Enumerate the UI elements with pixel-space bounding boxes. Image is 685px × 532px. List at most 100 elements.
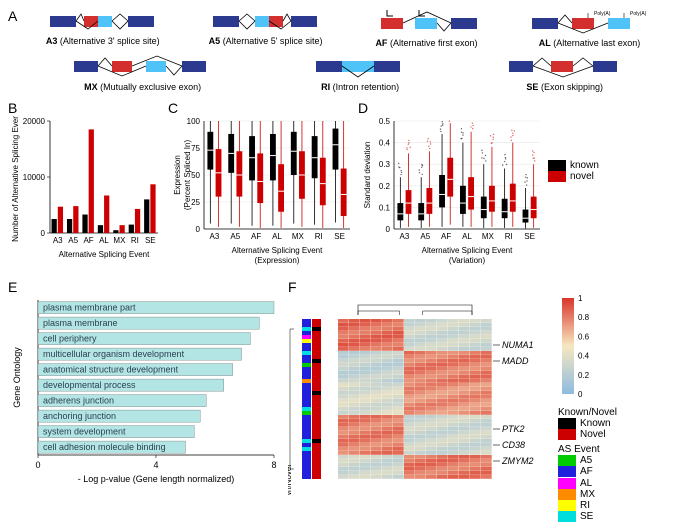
svg-text:ZMYM2: ZMYM2 <box>501 456 534 466</box>
svg-text:SE: SE <box>145 236 156 245</box>
svg-text:Alternative Splicing Event: Alternative Splicing Event <box>422 246 513 255</box>
schematic-mx: MX (Mutually exclusive exon) <box>72 52 214 92</box>
se-desc: (Exon skipping) <box>541 82 603 92</box>
chart-d: 00.10.20.30.40.5A3A5AFALMXRISEAlternativ… <box>358 116 546 271</box>
schematic-a3: A3 (Alternative 3' splice site) <box>46 8 160 48</box>
schematic-se: SE (Exon skipping) <box>507 52 623 92</box>
svg-text:50: 50 <box>191 171 200 180</box>
a3-code: A3 <box>46 36 58 46</box>
panel-c-label: C <box>168 100 358 116</box>
svg-text:Alternative Splicing Event: Alternative Splicing Event <box>59 250 150 259</box>
ri-code: RI <box>321 82 330 92</box>
svg-text:SE: SE <box>334 232 345 241</box>
af-code: AF <box>375 38 387 48</box>
svg-text:20000: 20000 <box>23 117 46 126</box>
svg-text:multicellular organism develop: multicellular organism development <box>43 349 185 359</box>
legend-known-novel: known novel <box>548 100 638 182</box>
legend-item-ri: RI <box>558 500 668 511</box>
legend-item-af: AF <box>558 466 668 477</box>
mx-desc: (Mutually exclusive exon) <box>100 82 201 92</box>
svg-text:anatomical structure developme: anatomical structure development <box>43 364 179 374</box>
svg-text:AF: AF <box>251 232 261 241</box>
colorbar: 0 0.2 0.4 0.6 0.8 1 <box>558 293 608 403</box>
svg-text:0: 0 <box>386 225 391 234</box>
svg-text:0: 0 <box>35 460 40 470</box>
legend-item-al: AL <box>558 478 668 489</box>
svg-text:A3: A3 <box>210 232 220 241</box>
svg-text:0.6: 0.6 <box>578 332 590 341</box>
svg-text:PTK2: PTK2 <box>502 424 525 434</box>
svg-text:Known/Novel: Known/Novel <box>288 465 293 495</box>
panel-f-legends: 00.20.40.60.81 Known/Novel KnownNovel AS… <box>558 279 668 522</box>
svg-text:MX: MX <box>292 232 305 241</box>
svg-text:Number of Alternative Splicing: Number of Alternative Splicing Event <box>11 116 20 242</box>
legend-item-a5: A5 <box>558 455 668 466</box>
svg-text:AL: AL <box>462 232 472 241</box>
panel-e-label: E <box>8 279 288 295</box>
svg-text:SE: SE <box>524 232 535 241</box>
svg-text:0: 0 <box>196 225 201 234</box>
svg-text:plasma membrane part: plasma membrane part <box>43 302 136 312</box>
svg-text:anchoring junction: anchoring junction <box>43 411 116 421</box>
svg-text:0.5: 0.5 <box>379 117 391 126</box>
svg-text:0: 0 <box>578 390 583 399</box>
svg-text:(Percent Spliced In): (Percent Spliced In) <box>183 140 192 211</box>
svg-text:Gene Ontology: Gene Ontology <box>12 347 22 408</box>
svg-text:NUMA1: NUMA1 <box>502 340 534 350</box>
svg-text:0.2: 0.2 <box>578 371 590 380</box>
svg-text:A5: A5 <box>68 236 78 245</box>
schematic-al: Poly(A) Poly(A) AL (Alternative last exo… <box>530 8 648 48</box>
a5-desc: (Alternative 5' splice site) <box>223 36 323 46</box>
legend-item-known: Known <box>558 418 668 429</box>
af-desc: (Alternative first exon) <box>390 38 478 48</box>
svg-text:cell adhesion molecule binding: cell adhesion molecule binding <box>43 442 166 452</box>
svg-text:Poly(A): Poly(A) <box>594 11 611 17</box>
ri-desc: (Intron retention) <box>333 82 400 92</box>
legend-item-mx: MX <box>558 489 668 500</box>
legend-item-novel: Novel <box>558 429 668 440</box>
panel-d-label: D <box>358 100 548 116</box>
svg-text:adherens junction: adherens junction <box>43 395 114 405</box>
panel-b-label: B <box>8 100 168 116</box>
svg-text:10000: 10000 <box>23 173 46 182</box>
chart-b: 01000020000A3A5AFALMXRISEAlternative Spl… <box>8 116 163 271</box>
svg-text:developmental process: developmental process <box>43 380 136 390</box>
svg-text:(Expression): (Expression) <box>255 256 300 265</box>
chart-f-heatmap: NUMA1MADDPTK2CD38ZMYM2AS EventKnown/Nove… <box>288 295 556 495</box>
svg-text:25: 25 <box>191 198 200 207</box>
svg-text:RI: RI <box>505 232 513 241</box>
al-code: AL <box>539 38 551 48</box>
chart-e: 048plasma membrane partplasma membranece… <box>8 295 286 485</box>
svg-text:RI: RI <box>315 232 323 241</box>
mx-code: MX <box>84 82 98 92</box>
legend-item-se: SE <box>558 511 668 522</box>
svg-text:system development: system development <box>43 426 126 436</box>
legend-kn-title: Known/Novel <box>558 407 668 418</box>
svg-text:4: 4 <box>153 460 158 470</box>
svg-text:cell periphery: cell periphery <box>43 333 97 343</box>
svg-text:MADD: MADD <box>502 356 529 366</box>
svg-text:Poly(A): Poly(A) <box>630 11 647 17</box>
svg-text:plasma membrane: plasma membrane <box>43 318 118 328</box>
svg-text:0.1: 0.1 <box>379 203 391 212</box>
svg-text:AF: AF <box>441 232 451 241</box>
svg-text:- Log p-value (Gene length nor: - Log p-value (Gene length normalized) <box>78 474 235 484</box>
svg-text:Expression: Expression <box>173 155 182 195</box>
svg-text:100: 100 <box>187 117 201 126</box>
svg-text:A3: A3 <box>53 236 63 245</box>
panel-a-label: A <box>8 8 17 24</box>
svg-text:0.8: 0.8 <box>578 313 590 322</box>
svg-text:CD38: CD38 <box>502 440 525 450</box>
svg-text:Alternative Splicing Event: Alternative Splicing Event <box>232 246 323 255</box>
legend-novel-label: novel <box>570 171 594 182</box>
al-desc: (Alternative last exon) <box>553 38 640 48</box>
schematic-ri: RI (Intron retention) <box>314 52 406 92</box>
svg-text:0.4: 0.4 <box>578 352 590 361</box>
svg-text:1: 1 <box>578 294 583 303</box>
svg-text:MX: MX <box>482 232 495 241</box>
svg-text:0.4: 0.4 <box>379 139 391 148</box>
a3-desc: (Alternative 3' splice site) <box>60 36 160 46</box>
schematic-a5: A5 (Alternative 5' splice site) <box>209 8 323 48</box>
svg-text:RI: RI <box>131 236 139 245</box>
svg-text:0.3: 0.3 <box>379 160 391 169</box>
